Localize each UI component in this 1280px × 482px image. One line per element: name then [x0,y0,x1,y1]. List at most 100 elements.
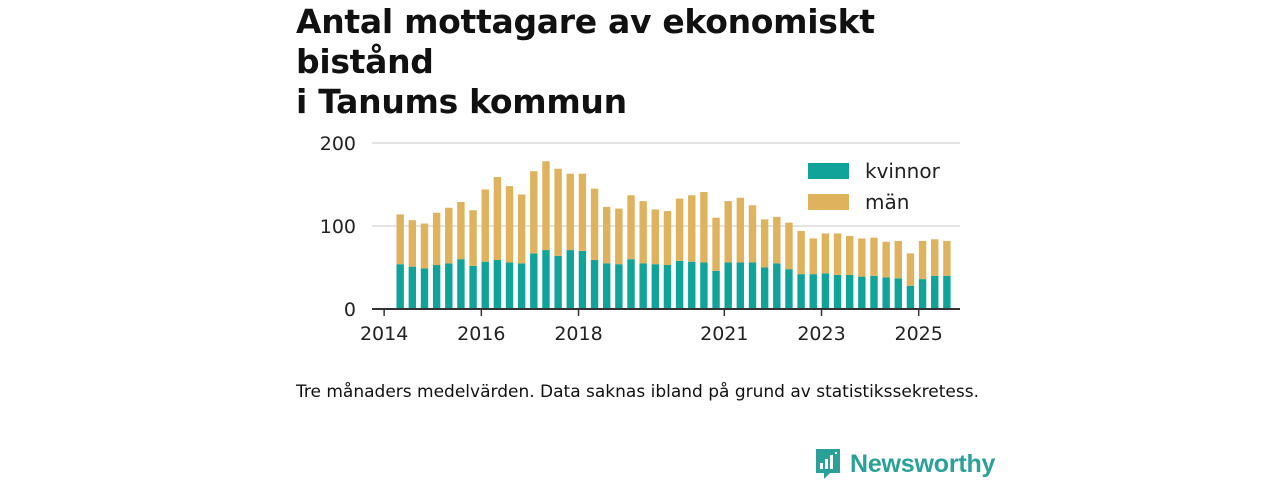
bar-kvinnor-3 [432,265,441,309]
bar-man-40 [882,241,890,278]
bar-man-2 [420,223,429,269]
bar-kvinnor-21 [651,264,660,309]
legend: kvinnor män [808,159,941,214]
bar-kvinnor-15 [578,250,587,309]
bar-man-21 [651,209,660,265]
legend-swatch-kvinnor [808,163,849,179]
bar-man-19 [627,195,635,260]
x-tick-label-2021: 2021 [700,323,748,345]
bar-man-16 [590,188,599,261]
legend-label-man: män [865,190,909,214]
bar-kvinnor-10 [517,263,526,309]
bar-kvinnor-2 [420,268,429,309]
chart-title: Antal mottagare av ekonomiskt bistånd i … [296,2,1016,122]
bar-kvinnor-28 [736,262,745,309]
x-tick-label-2014: 2014 [360,323,408,345]
bar-kvinnor-29 [748,262,757,309]
bar-kvinnor-0 [396,264,404,309]
bar-kvinnor-9 [505,262,514,309]
bar-kvinnor-40 [882,277,890,309]
bar-man-26 [712,217,720,271]
bar-kvinnor-33 [797,274,805,309]
bar-man-27 [724,201,732,263]
bar-man-17 [603,206,611,264]
bars [396,161,951,309]
bar-man-24 [688,195,696,262]
bar-man-15 [578,173,587,251]
bar-man-41 [894,240,902,279]
bar-kvinnor-16 [590,260,599,309]
bar-kvinnor-39 [870,275,878,309]
bar-kvinnor-18 [615,264,623,309]
bar-man-18 [615,208,623,265]
bar-kvinnor-36 [833,274,842,309]
bar-man-42 [906,253,915,286]
newsworthy-logo-icon [816,449,840,479]
bar-kvinnor-6 [469,265,477,309]
bar-man-23 [675,198,684,261]
bar-man-34 [809,238,817,275]
x-tick-label-2016: 2016 [457,323,505,345]
bar-man-9 [505,186,514,263]
bar-kvinnor-1 [408,266,417,309]
bar-man-1 [408,220,417,267]
bar-kvinnor-17 [603,263,611,309]
bar-man-45 [943,240,951,276]
bar-kvinnor-12 [542,250,550,309]
bar-kvinnor-45 [943,275,951,309]
bar-man-28 [736,197,745,263]
bar-man-25 [700,191,708,263]
newsworthy-logo-text: Newsworthy [850,449,996,478]
bar-man-11 [530,171,538,254]
bar-kvinnor-22 [663,265,672,309]
legend-label-kvinnor: kvinnor [865,159,941,183]
bar-kvinnor-37 [845,274,854,309]
bar-kvinnor-30 [760,267,769,309]
bar-kvinnor-43 [918,279,927,309]
chart-title-line-1: Antal mottagare av ekonomiskt bistånd [296,2,875,81]
legend-swatch-man [808,194,849,210]
bar-kvinnor-20 [639,263,647,309]
bar-kvinnor-23 [675,260,684,309]
chart-title-line-2: i Tanums kommun [296,82,627,121]
bar-man-30 [760,219,769,268]
bar-kvinnor-4 [445,263,453,309]
bar-man-0 [396,214,404,265]
bar-kvinnor-11 [530,253,538,309]
bar-man-44 [931,239,939,276]
bar-man-6 [469,210,477,266]
bar-kvinnor-14 [566,250,574,309]
bar-man-35 [821,233,830,274]
bar-man-5 [457,201,465,260]
bar-man-31 [773,216,781,264]
bar-kvinnor-32 [785,269,793,309]
bar-man-20 [639,201,647,264]
bar-man-13 [554,168,562,256]
bar-kvinnor-34 [809,274,817,309]
chart-caption: Tre månaders medelvärden. Data saknas ib… [296,382,979,402]
bar-kvinnor-26 [712,270,720,309]
y-tick-label-200: 200 [320,133,356,155]
bar-man-38 [858,238,866,277]
bar-man-39 [870,237,878,276]
bar-kvinnor-38 [858,276,866,309]
bar-man-33 [797,230,805,275]
bar-kvinnor-25 [700,262,708,309]
newsworthy-logo: Newsworthy [814,446,995,482]
bar-man-12 [542,161,550,251]
bar-man-8 [493,177,502,261]
bar-kvinnor-44 [931,275,939,309]
axes: 0 100 200 2014 2016 2018 2021 2023 2025 [320,133,960,345]
bar-kvinnor-31 [773,263,781,309]
bar-kvinnor-5 [457,259,465,309]
bar-kvinnor-13 [554,255,562,309]
bar-kvinnor-41 [894,278,902,309]
bar-man-37 [845,235,854,275]
bar-man-22 [663,211,672,266]
bar-man-43 [918,240,927,280]
bar-kvinnor-8 [493,260,502,309]
bar-man-3 [432,212,441,266]
bar-kvinnor-35 [821,273,830,309]
bar-kvinnor-7 [481,261,489,309]
